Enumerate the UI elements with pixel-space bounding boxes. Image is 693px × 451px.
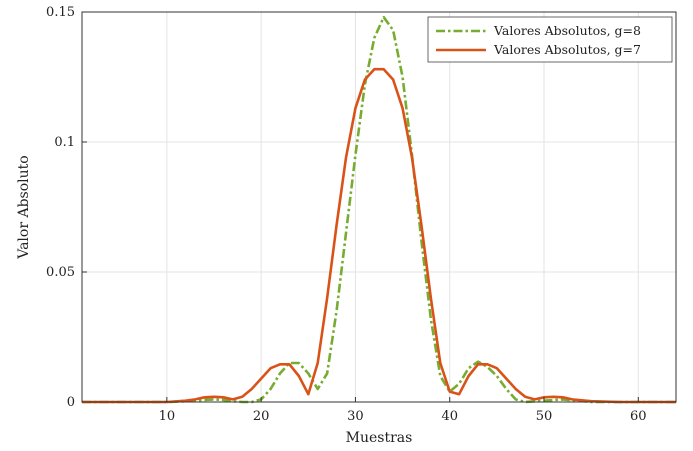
legend-box — [427, 16, 673, 63]
y-axis-label: Valor Absoluto — [16, 155, 32, 259]
y-tick-label: 0.05 — [46, 265, 75, 280]
series-line-1 — [82, 15, 676, 404]
x-tick-label: 40 — [441, 409, 458, 424]
series-lines — [82, 15, 676, 404]
legend-label-1: Valores Absolutos, g=8 — [493, 23, 641, 38]
x-tick-label: 60 — [630, 409, 647, 424]
y-tick-label: 0.15 — [46, 5, 75, 20]
legend-label-2: Valores Absolutos, g=7 — [493, 42, 641, 57]
series-line-2 — [82, 67, 676, 404]
y-tick-label: 0 — [67, 395, 75, 410]
plot-border — [81, 11, 677, 403]
axis-ticks: 10 20 30 40 50 60 0 0.05 0.1 0.15 — [46, 5, 647, 424]
legend: Valores Absolutos, g=8 Valores Absolutos,… — [427, 16, 673, 63]
plot-frame — [81, 11, 677, 403]
x-axis-label: Muestras — [346, 430, 413, 446]
x-tick-label: 10 — [159, 409, 176, 424]
x-tick-label: 30 — [347, 409, 364, 424]
x-tick-label: 50 — [536, 409, 553, 424]
y-tick-label: 0.1 — [54, 135, 75, 150]
x-tick-label: 20 — [253, 409, 270, 424]
